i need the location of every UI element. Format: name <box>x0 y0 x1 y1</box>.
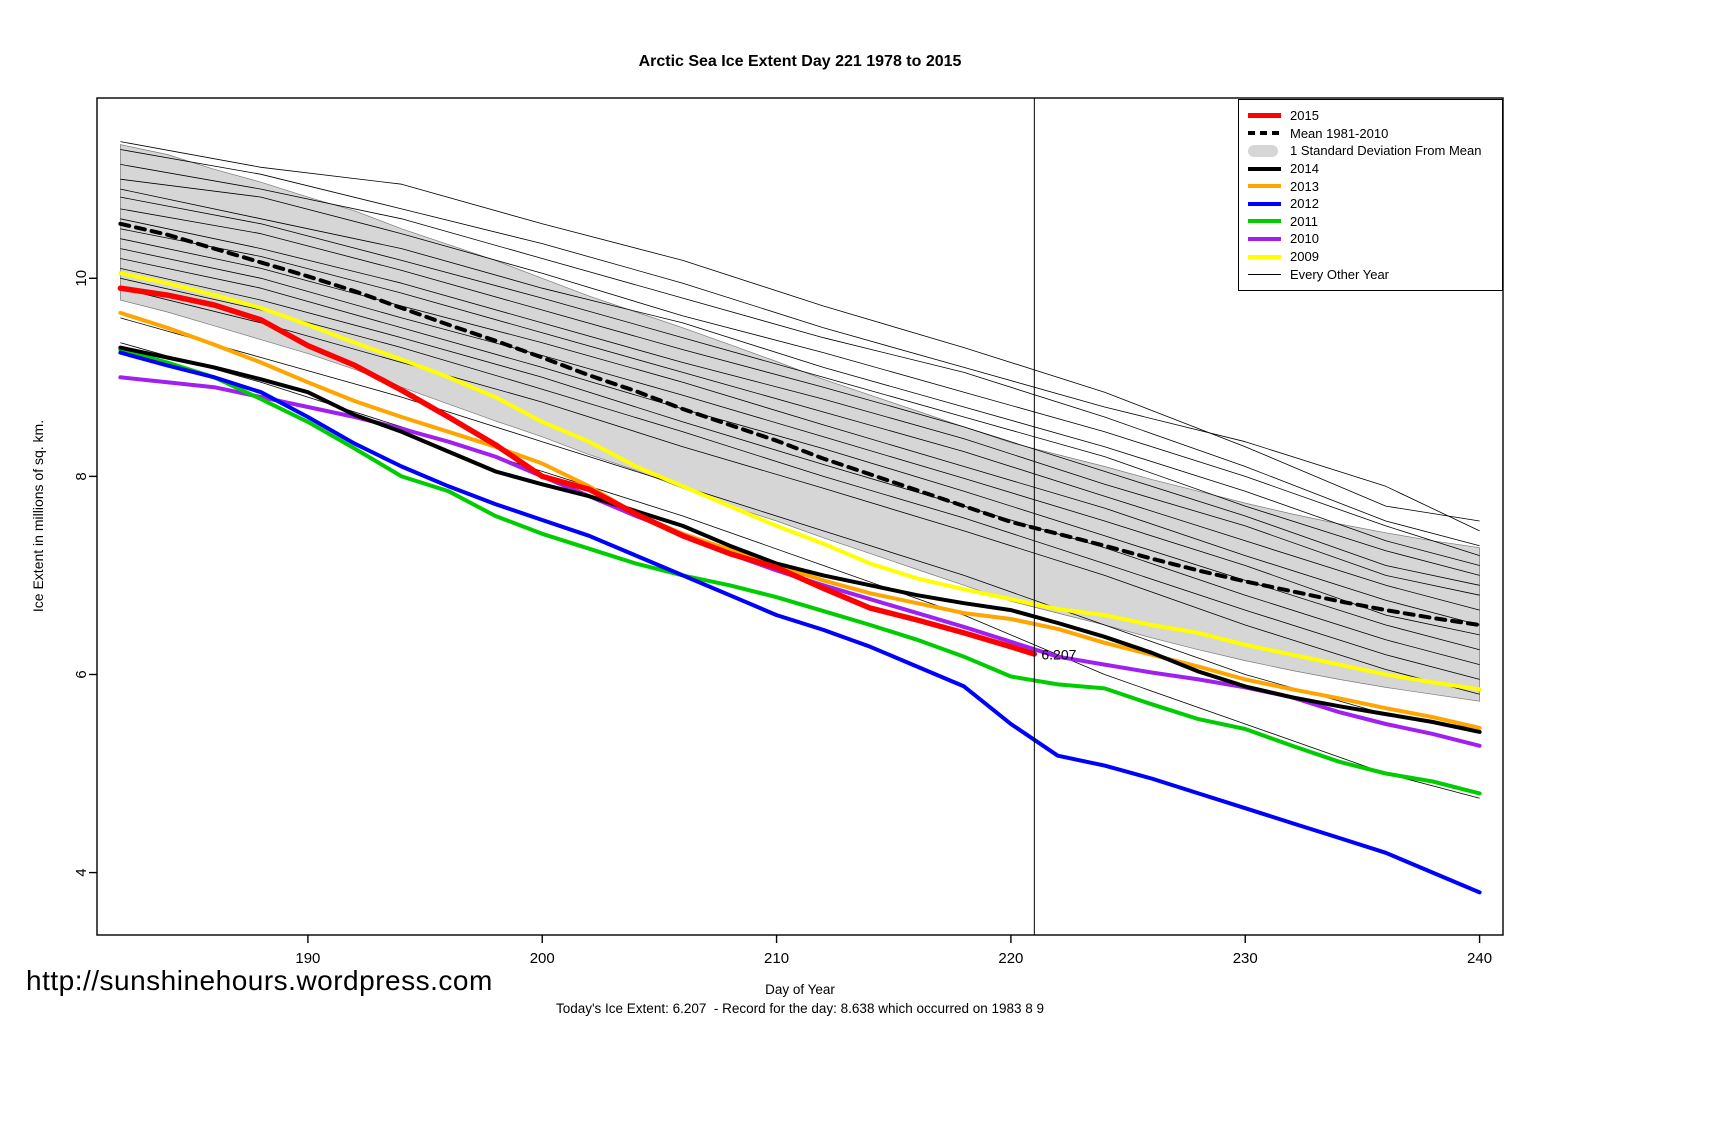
every-other-year-line-8 <box>120 228 1480 611</box>
x-tick-label: 220 <box>998 950 1023 967</box>
every-other-year-line-9 <box>120 238 1480 626</box>
legend-swatch-2011 <box>1248 219 1281 224</box>
series-line-2014 <box>118 345 1482 734</box>
legend-label: 2010 <box>1290 231 1319 247</box>
every-other-year-line-13 <box>120 277 1480 680</box>
legend-entry: 2013 <box>1248 177 1496 195</box>
legend-entry: Mean 1981-2010 <box>1248 125 1496 143</box>
series-line-2015 <box>117 285 1038 657</box>
x-tick-label: 190 <box>295 950 320 967</box>
series-line-mean-1981-2010 <box>118 221 1482 627</box>
y-axis-label: Ice Extent in millions of sq. km. <box>30 419 46 613</box>
footer-caption: Today's Ice Extent: 6.207 - Record for t… <box>555 1001 1045 1016</box>
legend-entry: 2012 <box>1248 195 1496 213</box>
plot-border <box>96 97 1504 936</box>
every-other-year-line-2 <box>120 164 1480 547</box>
y-tick-label: 10 <box>73 270 90 287</box>
today-extent-annotation: 6.207 <box>1041 647 1076 663</box>
every-other-year-line-1 <box>120 149 1480 532</box>
legend-label: Mean 1981-2010 <box>1290 125 1389 141</box>
legend-swatch-2010 <box>1248 236 1281 241</box>
legend-swatch-2014 <box>1248 166 1281 171</box>
x-tick-label: 230 <box>1233 950 1258 967</box>
series-line-2013 <box>118 310 1482 730</box>
legend-label: 2014 <box>1290 161 1319 177</box>
legend-entry: 2014 <box>1248 160 1496 178</box>
legend-swatch-mean-1981-2010 <box>1248 131 1281 136</box>
legend-label: 1 Standard Deviation From Mean <box>1290 143 1482 159</box>
legend-label: 2009 <box>1290 249 1319 265</box>
legend-swatch-2009 <box>1248 254 1281 259</box>
every-other-year-line-11 <box>120 258 1480 651</box>
legend-swatch-every-other-year <box>1248 273 1281 275</box>
legend-entry: Every Other Year <box>1248 265 1496 283</box>
chart-title: Arctic Sea Ice Extent Day 221 1978 to 20… <box>638 53 962 70</box>
legend-label: 2015 <box>1290 108 1319 124</box>
legend-entry: 2010 <box>1248 230 1496 248</box>
watermark-url: http://sunshinehours.wordpress.com <box>26 965 493 996</box>
legend-swatch-1-standard-deviation-from-mean <box>1248 144 1281 157</box>
every-other-year-line-3 <box>120 178 1480 556</box>
every-other-year-line-7 <box>120 218 1480 596</box>
x-tick-label: 200 <box>530 950 555 967</box>
series-line-2012 <box>118 350 1482 895</box>
series-line-2009 <box>118 271 1482 692</box>
every-other-year-line-0 <box>120 141 1480 522</box>
every-other-year-line-4 <box>120 188 1480 566</box>
legend-swatch-2012 <box>1248 201 1281 206</box>
y-tick-label: 4 <box>73 868 90 876</box>
x-tick-label: 240 <box>1467 950 1492 967</box>
std-deviation-band <box>120 144 1480 702</box>
legend-entry: 2015 <box>1248 107 1496 125</box>
series-line-2011 <box>118 347 1482 796</box>
legend: 2015 Mean 1981-2010 1 Standard Deviation F… <box>1238 99 1503 291</box>
every-other-year-line-6 <box>120 208 1480 586</box>
legend-label: 2013 <box>1290 178 1319 194</box>
every-other-year-line-10 <box>120 248 1480 636</box>
legend-swatch-2013 <box>1248 184 1281 189</box>
every-other-year-line-5 <box>120 196 1480 576</box>
x-axis-label: Day of Year <box>765 982 835 997</box>
legend-label: 2012 <box>1290 196 1319 212</box>
every-other-year-line-12 <box>120 268 1480 665</box>
y-tick-label: 6 <box>73 670 90 678</box>
y-tick-label: 8 <box>73 472 90 480</box>
legend-label: 2011 <box>1290 213 1318 229</box>
legend-entry: 2011 <box>1248 213 1496 231</box>
legend-entry: 2009 <box>1248 248 1496 266</box>
legend-label: Every Other Year <box>1290 266 1389 282</box>
x-tick-label: 210 <box>764 950 789 967</box>
legend-entry: 1 Standard Deviation From Mean <box>1248 142 1496 160</box>
every-other-year-line-14 <box>120 287 1480 695</box>
every-other-year-line-16 <box>120 342 1480 799</box>
legend-swatch-2015 <box>1248 113 1281 119</box>
